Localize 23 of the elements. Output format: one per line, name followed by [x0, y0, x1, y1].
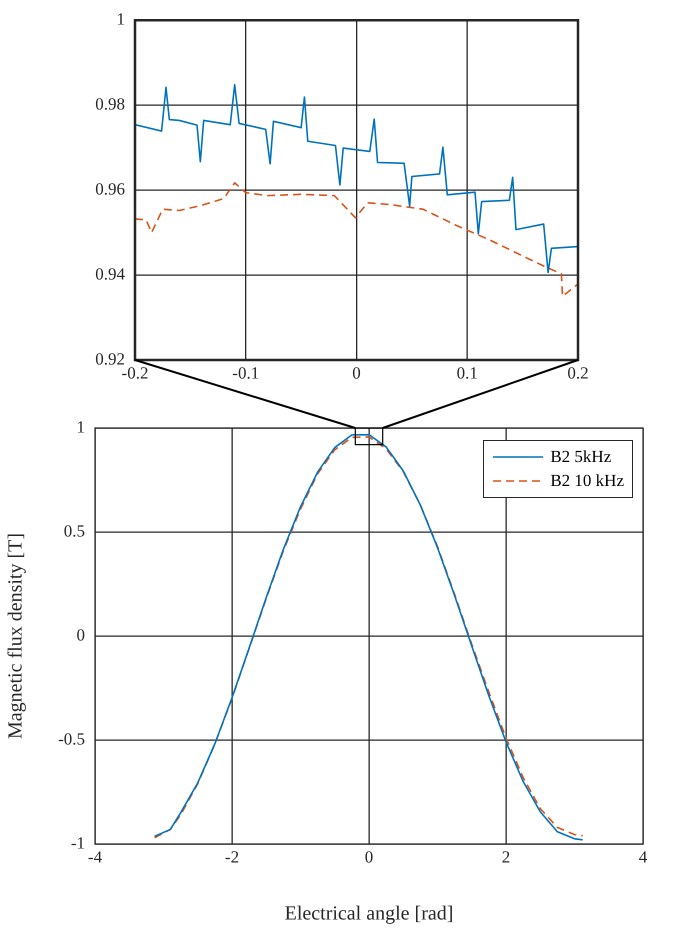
x-tick-label: -2 [224, 848, 240, 867]
y-tick-label: 0 [76, 625, 85, 644]
y-tick-label: 0.94 [95, 264, 126, 284]
y-tick-label: 0.98 [95, 94, 125, 114]
y-tick-label: -1 [70, 833, 85, 852]
legend-label: B2 10 kHz [550, 470, 624, 492]
y-tick-label: 0.5 [64, 521, 85, 540]
x-tick-label: 0 [352, 364, 361, 383]
y-tick-label: 0.96 [95, 180, 125, 199]
x-tick-label: 0.2 [567, 364, 589, 383]
y-axis-title: Magnetic flux density [T] [4, 532, 26, 740]
x-tick-label: 0.1 [456, 364, 478, 383]
x-axis-title: Electrical angle [rad] [284, 902, 454, 924]
legend-label: B2 5kHz [550, 446, 612, 468]
x-tick-label: 0 [364, 848, 374, 867]
y-tick-label: 1 [76, 417, 85, 436]
x-tick-label: -0.1 [232, 364, 260, 383]
x-tick-label: -4 [88, 848, 103, 867]
x-tick-label: 2 [502, 848, 510, 867]
x-tick-label: 4 [638, 848, 648, 867]
y-tick-label: 1 [116, 10, 125, 29]
line-series [135, 182, 578, 298]
y-tick-label: -0.5 [58, 729, 85, 748]
